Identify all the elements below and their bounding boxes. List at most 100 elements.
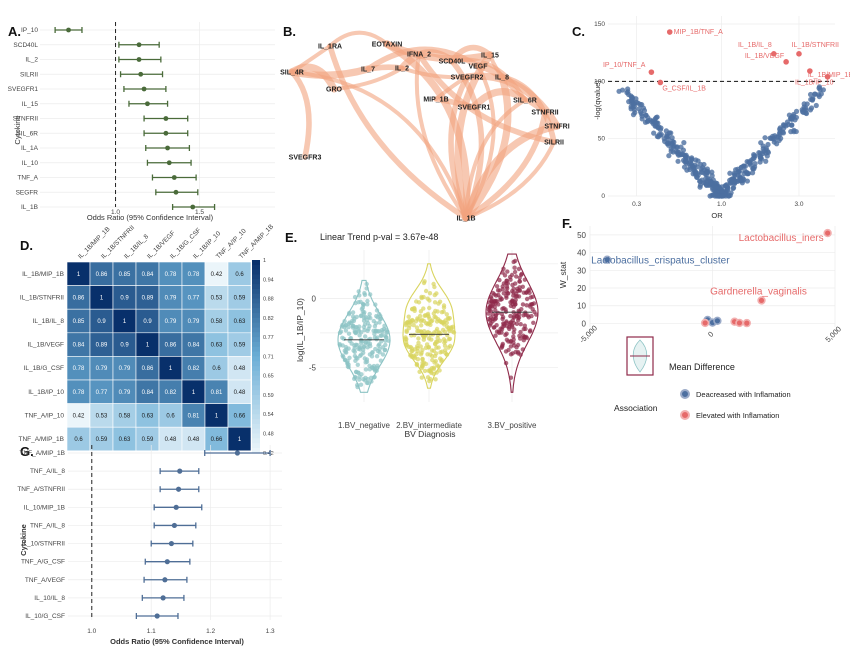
violin-point [343, 322, 349, 328]
violin-point [374, 308, 380, 313]
violin-point [346, 331, 352, 336]
volcano-point [624, 90, 630, 96]
colorbar-segment [252, 337, 260, 343]
violin-point [417, 313, 423, 319]
heatmap-value: 0.59 [234, 343, 246, 349]
violin-point [352, 376, 357, 381]
violin-point [508, 313, 513, 319]
panel-a-ylabel: Cytokine [13, 115, 22, 144]
legend-elevated-swatch [680, 410, 690, 420]
panel-e-title: Linear Trend p-val = 3.67e-48 [320, 232, 438, 242]
volcano-point [710, 192, 716, 198]
violin-point [414, 362, 420, 368]
volcano-point [719, 193, 725, 199]
violin-point [428, 322, 433, 327]
colorbar-segment [252, 390, 260, 396]
network-edge [464, 98, 527, 220]
scatter-point-label: Lactobacillus_crispatus_cluster [591, 256, 730, 267]
violin-point [350, 310, 356, 315]
violin-point [360, 305, 365, 310]
violin-point [506, 339, 511, 344]
violin-point [427, 305, 432, 311]
y-tick-label: 50 [577, 231, 586, 240]
scatter-point [602, 255, 612, 264]
violin-point [435, 363, 440, 368]
network-edge [328, 30, 389, 48]
violin-point [504, 295, 509, 300]
or-point [141, 86, 147, 92]
volcano-point [813, 102, 819, 109]
violin-point [365, 345, 370, 350]
violin-point [504, 278, 509, 283]
volcano-point [758, 140, 764, 146]
heatmap-value: 0.59 [142, 437, 154, 443]
heatmap-value: 0.79 [96, 366, 108, 372]
colorbar-tick-label: 0.94 [263, 277, 274, 283]
volcano-point [724, 182, 730, 188]
or-point [160, 595, 166, 601]
violin-point [414, 299, 419, 304]
heatmap-row-label: IL_1B/STNFRII [20, 294, 64, 301]
violin-point [423, 361, 429, 367]
violin-point [356, 370, 361, 375]
volcano-point [741, 176, 747, 183]
panel-b-edges [288, 30, 561, 222]
panel-b-network: B. IL_1RA EOTAXIN IFNA_2 SIL_4R IL_7 IL_2 GRO S… [280, 24, 570, 223]
violin-point [520, 302, 526, 307]
violin-point [377, 350, 382, 355]
or-point [175, 486, 182, 492]
violin-point [511, 330, 516, 335]
scatter-point [713, 316, 722, 325]
volcano-point [655, 125, 661, 131]
volcano-point [777, 131, 783, 138]
violin-point [524, 334, 529, 340]
violin-point [378, 333, 383, 338]
violin-point [372, 366, 377, 371]
volcano-point [809, 97, 816, 103]
volcano-point [697, 182, 704, 188]
violin-point [433, 342, 438, 347]
violin-point [355, 362, 360, 367]
violin-point [517, 285, 522, 290]
violin-point [438, 350, 443, 355]
violin-point [342, 319, 347, 324]
or-point [190, 204, 196, 210]
violin-point [494, 284, 500, 289]
violin-point [378, 358, 384, 363]
legend-decreased-label: Deacreased with Inflamation [696, 390, 791, 399]
y-tick-label: IL_10/STNFRII [22, 541, 66, 548]
heatmap-value: 0.53 [96, 413, 108, 419]
heatmap-value: 0.66 [211, 437, 223, 443]
colorbar-segment [252, 288, 260, 295]
violin-point [518, 329, 523, 335]
violin-point [515, 288, 520, 294]
violin-point [511, 293, 516, 298]
volcano-point [801, 101, 807, 107]
volcano-point [774, 141, 780, 147]
violin-point [516, 315, 522, 320]
network-node: IL_7 [361, 67, 375, 74]
heatmap-value: 0.79 [119, 366, 131, 372]
heatmap-value: 0.48 [234, 366, 246, 372]
y-tick-label: TNF_A/STNFRII [17, 486, 65, 493]
y-tick-label: TNF_A/IL_8 [30, 522, 65, 529]
violin-point [448, 343, 453, 349]
violin-point [386, 338, 391, 343]
violin-point [486, 311, 491, 316]
volcano-point [750, 166, 756, 172]
or-point [234, 450, 241, 456]
panel-b-label: B. [283, 24, 296, 39]
violin-point [358, 299, 363, 304]
violin-point [439, 357, 444, 363]
violin-point [495, 310, 501, 316]
violin-point [358, 313, 363, 319]
volcano-point [694, 164, 700, 170]
violin-point [429, 337, 434, 342]
colorbar-segment [252, 447, 260, 454]
y-tick-label: 0 [582, 319, 587, 328]
volcano-point [724, 187, 730, 193]
violin-point [499, 327, 505, 332]
violin-point [503, 332, 508, 338]
heatmap-value: 0.89 [142, 295, 154, 301]
network-node: VEGF [468, 64, 488, 71]
